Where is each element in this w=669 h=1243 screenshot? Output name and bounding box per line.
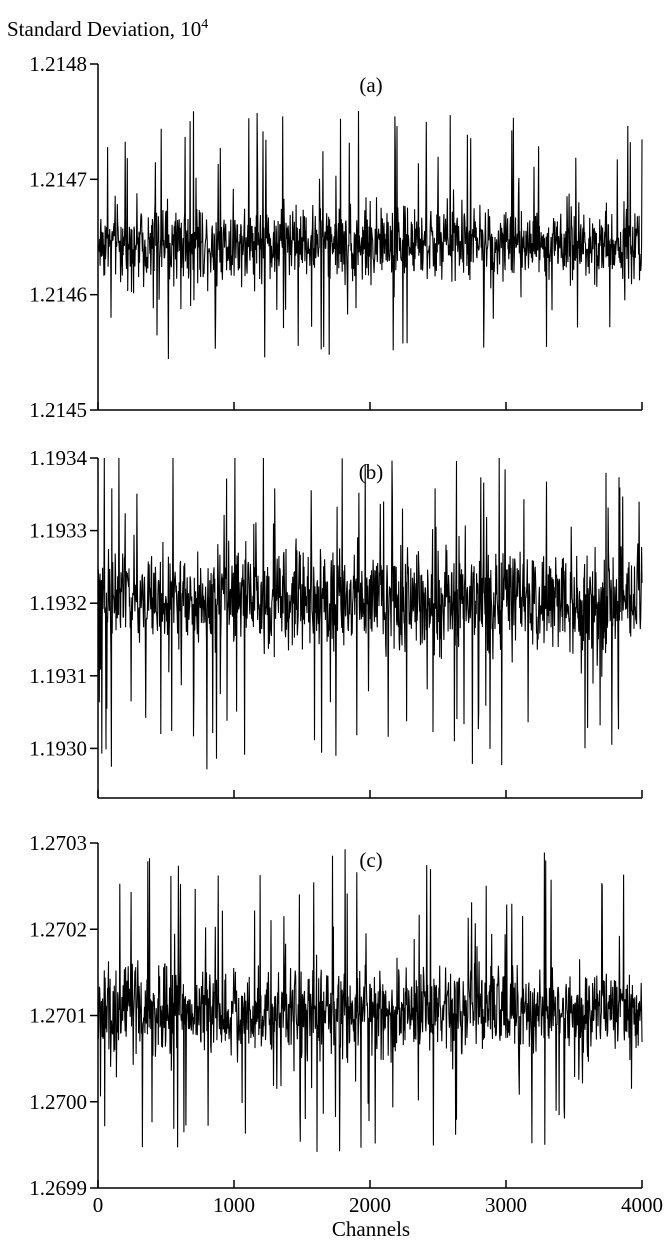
panel-label: (a) [359,73,382,97]
panel-label: (b) [359,460,384,484]
y-tick-label: 1.2147 [29,167,87,191]
x-tick-label: 3000 [485,1193,527,1217]
y-tick-label: 1.2148 [29,52,87,76]
y-axis-label: Standard Deviation, 104 [7,17,208,41]
series-line [97,457,643,770]
panel-c: 1.2699 1.2700 1.2701 1.2702 1.2703 0 1000 2000 3… [29,831,663,1217]
y-tick-label: 1.2699 [29,1176,87,1200]
y-tick-label: 1.1933 [29,519,87,543]
panel-label: (c) [359,848,382,872]
y-tick-label: 1.2700 [29,1090,87,1114]
x-tick-label: 0 [93,1193,104,1217]
y-tick-label: 1.2145 [29,398,87,422]
x-tick-label: 1000 [213,1193,255,1217]
panel-a: 1.2145 1.2146 1.2147 1.2148 (a) [29,52,643,422]
y-tick-label: 1.1934 [29,446,87,470]
series-line [97,110,643,360]
y-tick-label: 1.2703 [29,831,87,855]
y-tick-label: 1.1930 [29,736,87,760]
y-axis-label-exponent: 4 [201,17,208,32]
panel-b: 1.1930 1.1931 1.1932 1.1933 1.1934 (b) [29,446,643,799]
panels: 1.21451.21461.21471.2148(a)1.19301.19311… [29,52,663,1217]
x-tick-label: 4000 [621,1193,663,1217]
y-tick-label: 1.2146 [29,283,87,307]
x-tick-label: 2000 [349,1193,391,1217]
x-axis-label: Channels [332,1217,410,1241]
series-line [97,849,643,1152]
y-tick-label: 1.1932 [29,591,87,615]
y-tick-label: 1.1931 [29,664,87,688]
y-tick-label: 1.2701 [29,1004,87,1028]
y-tick-label: 1.2702 [29,917,87,941]
y-axis-label-base: Standard Deviation, 10 [7,17,201,41]
